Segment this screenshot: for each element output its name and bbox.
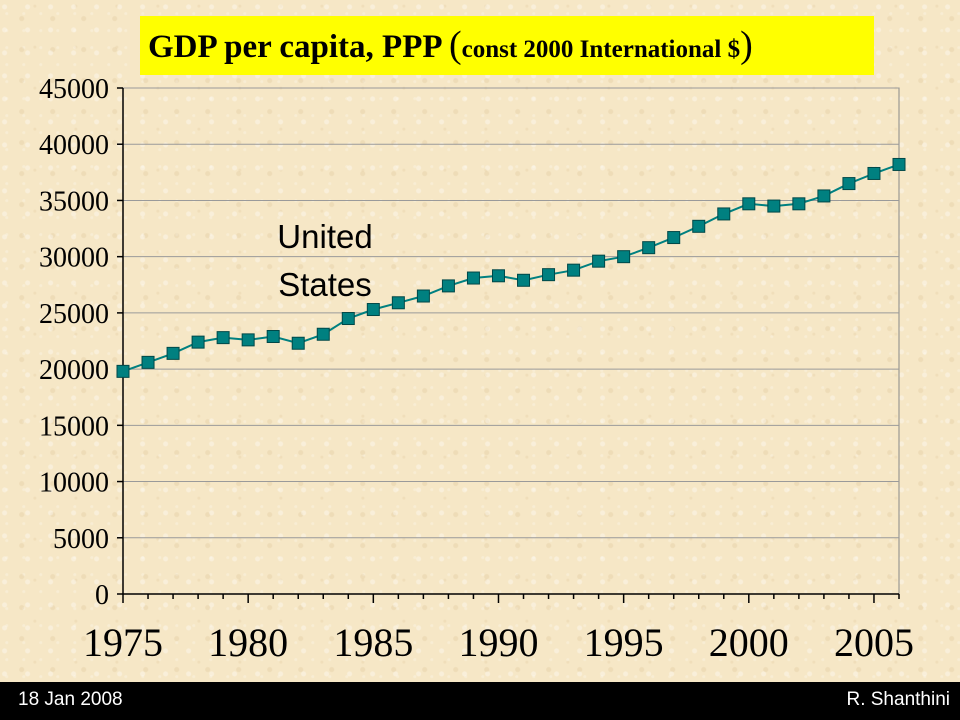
gdp-line-chart: 0 5000 10000 15000 20000 25000 30000 35000 40000… — [39, 74, 914, 665]
data-point-marker — [817, 189, 831, 203]
data-point-marker — [291, 336, 305, 350]
data-point-marker — [466, 271, 480, 285]
chart-title: GDP per capita, PPP (const 2000 Internat… — [140, 16, 874, 75]
data-point-marker — [116, 364, 130, 378]
y-tick-label: 5000 — [53, 524, 109, 555]
footer-date: 18 Jan 2008 — [18, 689, 123, 710]
data-point-marker — [441, 279, 455, 293]
data-point-marker — [617, 250, 631, 264]
x-tick-label: 1980 — [208, 620, 288, 665]
data-point-marker — [592, 254, 606, 268]
chart-title-close-paren: ) — [740, 24, 753, 66]
data-point-marker — [141, 355, 155, 369]
data-point-marker — [642, 241, 656, 255]
data-point-marker — [892, 157, 906, 171]
x-tick-label: 1975 — [83, 620, 163, 665]
chart-title-open-paren: ( — [448, 24, 462, 66]
data-point-marker — [542, 268, 556, 282]
data-point-marker — [842, 177, 856, 191]
plot-area — [122, 87, 900, 595]
data-point-marker — [491, 269, 505, 283]
data-point-marker — [316, 327, 330, 341]
x-tick-label: 1985 — [333, 620, 413, 665]
data-point-marker — [792, 197, 806, 211]
data-point-marker — [692, 219, 706, 233]
data-point-marker — [241, 333, 255, 347]
x-tick-label: 1990 — [458, 620, 538, 665]
footer-bar: 18 Jan 2008 R. Shanthini — [0, 682, 960, 720]
series-annotation-line: United — [277, 218, 372, 255]
data-point-marker — [767, 199, 781, 213]
y-tick-label: 40000 — [39, 130, 109, 161]
footer-author: R. Shanthini — [846, 689, 950, 710]
series-annotation-line: States — [278, 266, 372, 303]
data-point-marker — [166, 346, 180, 360]
data-point-marker — [341, 312, 355, 326]
data-point-marker — [742, 197, 756, 211]
y-tick-label: 20000 — [39, 355, 109, 386]
x-tick-label: 2005 — [834, 620, 914, 665]
data-point-marker — [567, 263, 581, 277]
y-tick-label: 30000 — [39, 243, 109, 274]
series-line — [122, 163, 900, 373]
data-point-marker — [266, 330, 280, 344]
y-tick-label: 15000 — [39, 411, 109, 442]
data-point-marker — [391, 296, 405, 310]
data-point-marker — [867, 166, 881, 180]
y-tick-label: 45000 — [39, 74, 109, 105]
x-tick-label: 1995 — [584, 620, 664, 665]
data-point-marker — [416, 289, 430, 303]
chart-title-main: GDP per capita, PPP — [148, 29, 449, 65]
y-tick-label: 25000 — [39, 299, 109, 330]
data-point-marker — [717, 207, 731, 221]
y-tick-label: 35000 — [39, 186, 109, 217]
y-tick-label: 10000 — [39, 468, 109, 499]
data-point-marker — [216, 331, 230, 345]
y-tick-label: 0 — [95, 580, 109, 611]
data-point-marker — [667, 231, 681, 245]
data-point-marker — [191, 335, 205, 349]
chart-title-sub: const 2000 International $ — [461, 36, 741, 63]
data-point-marker — [517, 273, 531, 287]
data-point-marker — [366, 303, 380, 317]
x-tick-label: 2000 — [709, 620, 789, 665]
